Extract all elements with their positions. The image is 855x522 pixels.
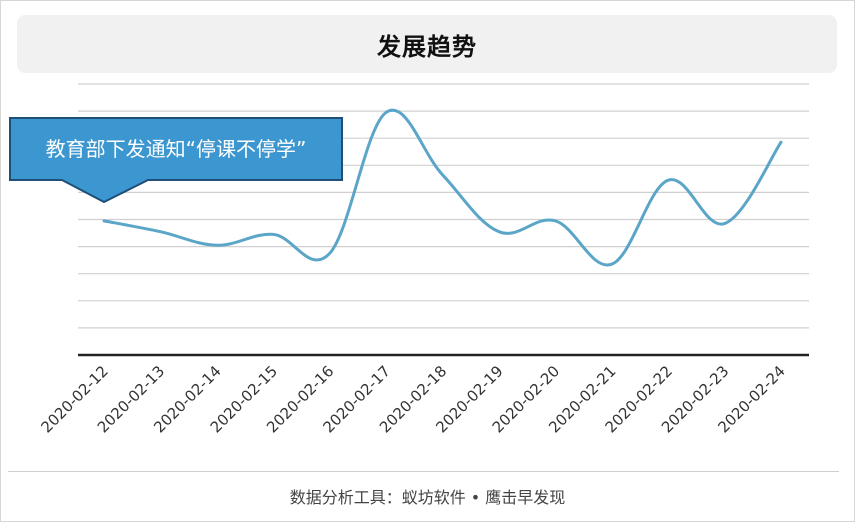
series-group	[102, 108, 783, 267]
x-tick-labels: 2020-02-122020-02-132020-02-142020-02-15…	[37, 362, 788, 436]
chart-title: 发展趋势	[377, 32, 477, 61]
annotation-text: 教育部下发通知“停课不停学”	[46, 137, 307, 161]
annotation-callout	[9, 117, 343, 204]
footer-divider	[8, 471, 839, 472]
annotation-group: 教育部下发通知“停课不停学”	[9, 117, 343, 204]
title-bar: 发展趋势	[17, 15, 837, 73]
footer-text: 数据分析工具：蚁坊软件 • 鹰击早发现	[289, 488, 566, 507]
series-line	[102, 108, 783, 267]
